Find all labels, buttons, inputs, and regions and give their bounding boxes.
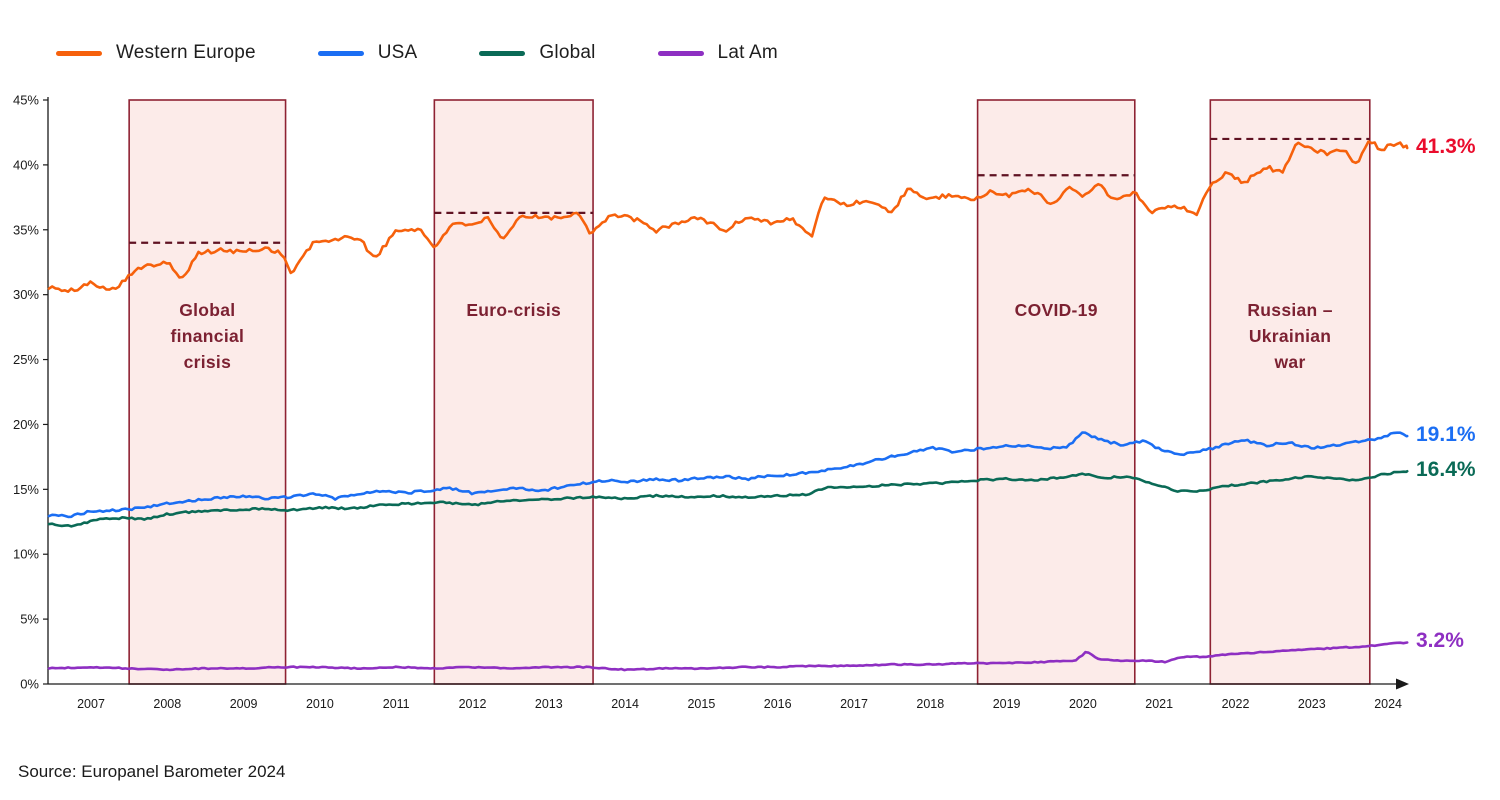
legend-label-western-europe: Western Europe [116, 42, 256, 63]
crisis-band-label: COVID-19 [1015, 300, 1098, 320]
y-tick-label: 45% [13, 93, 39, 108]
x-tick-label: 2017 [840, 697, 868, 711]
series-line-western-europe [47, 140, 1409, 293]
x-tick-label: 2009 [230, 697, 258, 711]
crisis-band-euro-crisis: Euro-crisis [433, 99, 594, 685]
legend-swatch-global-icon [479, 50, 526, 56]
series-line-global [47, 469, 1409, 528]
x-tick-label: 2021 [1145, 697, 1173, 711]
legend-item-global: Global [479, 42, 595, 64]
x-tick-label: 2022 [1222, 697, 1250, 711]
x-tick-label: 2011 [383, 697, 410, 711]
x-axis-arrow-icon [1396, 678, 1409, 690]
y-tick-label: 0% [20, 677, 39, 692]
y-tick-label: 25% [13, 352, 39, 367]
legend-item-lat-am: Lat Am [657, 42, 778, 64]
legend-swatch-usa-icon [317, 50, 364, 56]
legend-item-western-europe: Western Europe [56, 42, 256, 64]
y-tick-label: 15% [13, 482, 39, 497]
end-label-western-europe: 41.3% [1416, 135, 1476, 159]
crisis-band-label: war [1274, 352, 1306, 372]
crisis-band-label: financial [171, 326, 245, 346]
end-label-global: 16.4% [1416, 458, 1476, 482]
crisis-band-global-financial-crisis: Global financial crisis [128, 99, 287, 685]
crisis-band-label: Euro-crisis [466, 300, 561, 320]
y-tick-label: 40% [13, 157, 39, 172]
crisis-band-label: crisis [184, 352, 232, 372]
crisis-band-covid-19: COVID-19 [976, 99, 1136, 685]
y-tick-label: 30% [13, 287, 39, 302]
x-tick-label: 2010 [306, 697, 334, 711]
x-tick-label: 2012 [459, 697, 487, 711]
crisis-band-label: Ukrainian [1249, 326, 1331, 346]
x-tick-label: 2013 [535, 697, 563, 711]
crisis-band-label: Russian – [1247, 300, 1332, 320]
series-line-usa [47, 431, 1409, 519]
source-note: Source: Europanel Barometer 2024 [18, 762, 286, 781]
legend-swatch-lat-am-icon [657, 50, 704, 56]
x-tick-label: 2024 [1374, 697, 1402, 711]
y-tick-label: 10% [13, 547, 39, 562]
end-label-lat-am: 3.2% [1416, 629, 1464, 653]
chart-legend: Western Europe USA Global Lat Am [56, 42, 778, 64]
legend-label-lat-am: Lat Am [717, 42, 778, 63]
x-tick-label: 2016 [764, 697, 792, 711]
legend-swatch-western-europe-icon [56, 50, 102, 56]
x-tick-label: 2015 [687, 697, 715, 711]
x-tick-label: 2008 [153, 697, 181, 711]
x-tick-label: 2019 [993, 697, 1021, 711]
y-tick-label: 20% [13, 417, 39, 432]
x-tick-label: 2007 [77, 697, 105, 711]
crisis-band-label: Global [179, 300, 235, 320]
legend-item-usa: USA [317, 42, 418, 64]
end-label-usa: 19.1% [1416, 423, 1476, 447]
y-tick-label: 5% [20, 612, 39, 627]
legend-label-global: Global [539, 42, 596, 63]
y-tick-label: 35% [13, 222, 39, 237]
x-tick-label: 2020 [1069, 697, 1097, 711]
x-tick-label: 2014 [611, 697, 639, 711]
series-line-lat-am [47, 641, 1409, 672]
x-tick-label: 2023 [1298, 697, 1326, 711]
crisis-band-russian-ukrainian-war: Russian – Ukrainian war [1209, 99, 1371, 685]
legend-label-usa: USA [377, 42, 418, 63]
x-tick-label: 2018 [916, 697, 944, 711]
